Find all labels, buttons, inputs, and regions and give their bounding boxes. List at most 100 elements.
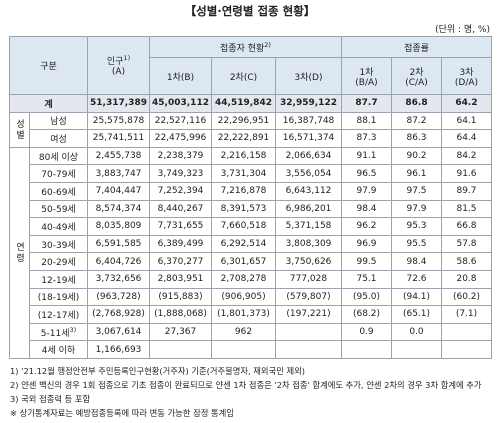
data-cell: 8,035,809: [87, 217, 150, 236]
footnote-mark: 3): [10, 394, 19, 404]
cell-value: (7.1): [455, 309, 478, 320]
cell-value: 6,292,514: [220, 239, 267, 250]
data-cell: 95.5: [391, 234, 442, 254]
cell-value: (95.0): [352, 291, 381, 302]
data-cell: 90.2: [391, 146, 442, 166]
data-cell: 6,389,499: [149, 234, 212, 254]
cell-value: 8,391,573: [220, 203, 267, 214]
data-cell: 64.4: [440, 129, 493, 148]
data-cell: 6,370,277: [149, 252, 212, 271]
cell-value: 22,475,996: [154, 133, 207, 144]
note-mark: 3): [69, 325, 77, 334]
cell-value: (1,801,373): [217, 309, 270, 320]
cell-value: (906,905): [221, 291, 266, 302]
data-cell: 97.9: [391, 199, 442, 219]
cell-value: 91.6: [456, 168, 477, 179]
data-cell: 44,519,842: [211, 94, 276, 113]
data-cell: 57.8: [440, 234, 493, 254]
data-cell: 7,252,394: [149, 181, 212, 201]
cell-value: 6,370,277: [157, 256, 204, 267]
cell-value: 75.1: [356, 274, 377, 285]
header-text: (C/A): [405, 77, 428, 88]
data-cell: 20.8: [440, 269, 493, 289]
data-cell: 45,003,112: [149, 94, 212, 113]
table-row: 50-59세 8,574,374 8,440,267 8,391,573 6,986,2…: [10, 199, 493, 219]
cell-value: 44,519,842: [215, 98, 272, 109]
footnote-text: 얀센 백신의 경우 1회 접종으로 기초 접종이 완료되므로 얀센 1차 접종은…: [21, 380, 482, 390]
row-label: (12-17세): [37, 310, 80, 321]
table-row: (12-17세) (2,768,928) (1,888,068) (1,801,373…: [10, 305, 493, 324]
table-row: 여성 25,741,511 22,475,996 22,222,891 16,571,3…: [10, 129, 493, 148]
data-cell: 87.2: [391, 111, 442, 131]
cell-value: 86.3: [406, 133, 427, 144]
data-cell: (65.1): [391, 305, 442, 324]
cell-value: 96.1: [406, 168, 427, 179]
cell-value: 3,750,626: [285, 256, 332, 267]
header-text: 1차(B): [166, 72, 195, 83]
data-cell: 58.6: [440, 252, 493, 271]
table-row: 20-29세 6,404,726 6,370,277 6,301,657 3,750,6…: [10, 252, 493, 271]
data-cell: 32,959,122: [275, 94, 342, 113]
cell-value: 777,028: [289, 274, 328, 285]
cell-value: 962: [234, 327, 253, 338]
row-label: 5-11세: [40, 328, 70, 339]
data-cell: 98.4: [341, 199, 392, 219]
data-cell: 91.6: [440, 164, 493, 183]
cell-value: 89.7: [456, 186, 477, 197]
table-row: 60-69세 7,404,447 7,252,394 7,216,878 6,643,1…: [10, 181, 493, 201]
section-cell: 연령: [9, 146, 30, 359]
footnote-text: '21.12월 행정안전부 주민등록인구현황(거주자) 기준(거주불명자, 재외…: [21, 366, 305, 376]
data-cell: 7,660,518: [211, 217, 276, 236]
data-cell: (94.1): [391, 287, 442, 307]
header-cell: 2차(C): [211, 57, 276, 95]
data-cell: 51,317,389: [87, 94, 150, 113]
row-label-cell: 남성: [29, 111, 88, 131]
data-cell: 22,475,996: [149, 129, 212, 148]
row-label: 70-79세: [41, 170, 76, 181]
row-label: (18-19세): [37, 293, 80, 304]
data-cell: 2,066,634: [275, 146, 342, 166]
cell-value: (94.1): [402, 291, 431, 302]
row-label-cell: 40-49세: [29, 217, 88, 236]
cell-value: 97.9: [406, 203, 427, 214]
cell-value: 22,296,951: [217, 115, 270, 126]
data-cell: 3,749,323: [149, 164, 212, 183]
cell-value: 57.8: [456, 239, 477, 250]
cell-value: 64.1: [456, 115, 477, 126]
cell-value: 6,643,112: [285, 186, 332, 197]
data-cell: 64.2: [440, 94, 493, 113]
footnote-mark: 1): [10, 366, 19, 376]
data-cell: 16,571,374: [275, 129, 342, 148]
data-cell: 2,803,951: [149, 269, 212, 289]
table-row: 계 51,317,389 45,003,112 44,519,842 32,959,12…: [9, 94, 493, 113]
row-label-cell: 70-79세: [29, 164, 88, 183]
cell-value: 1,166,693: [95, 344, 142, 355]
cell-value: 95.5: [406, 239, 427, 250]
row-label-cell: 60-69세: [29, 181, 88, 201]
data-cell: 6,301,657: [211, 252, 276, 271]
table-row: (18-19세) (963,728) (915,883) (906,905) (579,…: [10, 287, 493, 307]
note-mark: 2): [264, 40, 271, 49]
header-cell: 접종률: [340, 36, 493, 58]
table-row: 5-11세3) 3,067,614 27,367 962 0.9 0.0: [10, 322, 493, 342]
data-cell: 1,166,693: [87, 340, 150, 359]
header-cell: 3차 (D/A): [440, 57, 493, 95]
data-cell: 95.3: [391, 217, 442, 236]
row-label: 20-29세: [41, 258, 76, 269]
header-cell: 1차(B): [149, 57, 212, 95]
cell-value: 8,440,267: [157, 203, 204, 214]
cell-value: 3,883,747: [95, 168, 142, 179]
data-cell: 3,883,747: [87, 164, 150, 183]
cell-value: 3,732,656: [95, 274, 142, 285]
data-cell: 3,808,309: [275, 234, 342, 254]
row-label: 80세 이상: [38, 152, 79, 163]
cell-value: 3,749,323: [157, 168, 204, 179]
data-cell: 87.3: [341, 129, 392, 148]
data-cell: 2,455,738: [87, 146, 150, 166]
cell-value: 6,986,201: [285, 203, 332, 214]
header-cell: 1차 (B/A): [341, 57, 392, 95]
cell-value: (68.2): [352, 309, 381, 320]
data-cell: [149, 340, 212, 359]
data-cell: 89.7: [440, 181, 493, 201]
data-cell: 0.0: [391, 322, 442, 342]
